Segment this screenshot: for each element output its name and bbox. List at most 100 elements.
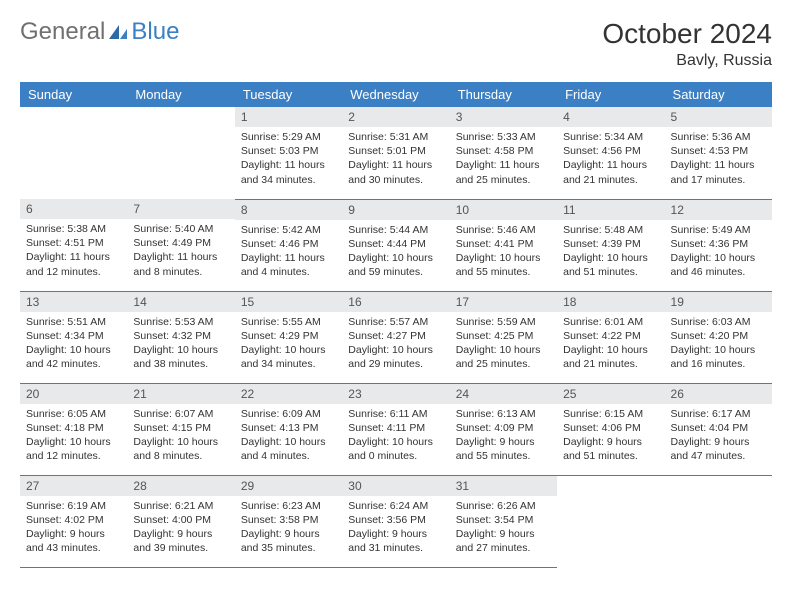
calendar-cell: 11Sunrise: 5:48 AMSunset: 4:39 PMDayligh… [557, 199, 664, 291]
calendar-cell: 20Sunrise: 6:05 AMSunset: 4:18 PMDayligh… [20, 383, 127, 475]
day-body: Sunrise: 6:15 AMSunset: 4:06 PMDaylight:… [557, 404, 664, 468]
sunrise-line: Sunrise: 6:07 AM [133, 407, 228, 421]
calendar-cell: 30 Sunrise: 6:24 AMSunset: 3:56 PMDayligh… [342, 475, 449, 567]
calendar-cell [127, 107, 234, 199]
day-body: Sunrise: 5:59 AMSunset: 4:25 PMDaylight:… [450, 312, 557, 376]
calendar-cell: 31Sunrise: 6:26 AMSunset: 3:54 PMDayligh… [450, 475, 557, 567]
calendar-cell: 3Sunrise: 5:33 AMSunset: 4:58 PMDaylight… [450, 107, 557, 199]
sunset-line: Sunset: 4:49 PM [133, 236, 228, 250]
sunrise-line: Sunrise: 5:59 AM [456, 315, 551, 329]
day-number: 24 [450, 384, 557, 404]
day-number: 18 [557, 292, 664, 312]
day-body: Sunrise: 5:33 AMSunset: 4:58 PMDaylight:… [450, 127, 557, 191]
calendar-cell: 21Sunrise: 6:07 AMSunset: 4:15 PMDayligh… [127, 383, 234, 475]
calendar-cell: 13Sunrise: 5:51 AMSunset: 4:34 PMDayligh… [20, 291, 127, 383]
sunrise-line: Sunrise: 5:55 AM [241, 315, 336, 329]
calendar-cell: 4Sunrise: 5:34 AMSunset: 4:56 PMDaylight… [557, 107, 664, 199]
day-body: Sunrise: 6:05 AMSunset: 4:18 PMDaylight:… [20, 404, 127, 468]
day-body: Sunrise: 6:21 AMSunset: 4:00 PMDaylight:… [127, 496, 234, 560]
daylight-line: Daylight: 10 hours and 4 minutes. [241, 435, 336, 463]
daylight-line: Daylight: 11 hours and 12 minutes. [26, 250, 121, 278]
sunrise-line: Sunrise: 6:11 AM [348, 407, 443, 421]
day-number: 25 [557, 384, 664, 404]
day-body: Sunrise: 6:26 AMSunset: 3:54 PMDaylight:… [450, 496, 557, 560]
sunset-line: Sunset: 5:01 PM [348, 144, 443, 158]
day-body: Sunrise: 5:42 AMSunset: 4:46 PMDaylight:… [235, 220, 342, 284]
sunset-line: Sunset: 4:06 PM [563, 421, 658, 435]
day-number: 2 [342, 107, 449, 127]
sunset-line: Sunset: 4:29 PM [241, 329, 336, 343]
daylight-line: Daylight: 11 hours and 30 minutes. [348, 158, 443, 186]
daylight-line: Daylight: 10 hours and 21 minutes. [563, 343, 658, 371]
daylight-line: Daylight: 9 hours and 55 minutes. [456, 435, 551, 463]
calendar-week-row: 1Sunrise: 5:29 AMSunset: 5:03 PMDaylight… [20, 107, 772, 199]
calendar-cell: 2 Sunrise: 5:31 AMSunset: 5:01 PMDaylight… [342, 107, 449, 199]
sunset-line: Sunset: 4:34 PM [26, 329, 121, 343]
sunrise-line: Sunrise: 6:19 AM [26, 499, 121, 513]
sunrise-line: Sunrise: 5:36 AM [671, 130, 766, 144]
day-number: 27 [20, 476, 127, 496]
sunrise-line: Sunrise: 5:31 AM [348, 130, 443, 144]
daylight-line: Daylight: 10 hours and 34 minutes. [241, 343, 336, 371]
day-body: Sunrise: 6:23 AMSunset: 3:58 PMDaylight:… [235, 496, 342, 560]
calendar-cell: 16Sunrise: 5:57 AMSunset: 4:27 PMDayligh… [342, 291, 449, 383]
day-number: 17 [450, 292, 557, 312]
day-number: 12 [665, 200, 772, 220]
sunrise-line: Sunrise: 6:26 AM [456, 499, 551, 513]
day-body: Sunrise: 6:17 AMSunset: 4:04 PMDaylight:… [665, 404, 772, 468]
day-header: Sunday [20, 82, 127, 107]
daylight-line: Daylight: 10 hours and 42 minutes. [26, 343, 121, 371]
sunrise-line: Sunrise: 6:17 AM [671, 407, 766, 421]
day-number: 13 [20, 292, 127, 312]
day-number: 5 [665, 107, 772, 127]
daylight-line: Daylight: 11 hours and 17 minutes. [671, 158, 766, 186]
calendar-cell: 27Sunrise: 6:19 AMSunset: 4:02 PMDayligh… [20, 475, 127, 567]
calendar-cell: 24Sunrise: 6:13 AMSunset: 4:09 PMDayligh… [450, 383, 557, 475]
calendar-cell [665, 475, 772, 567]
calendar-cell: 5Sunrise: 5:36 AMSunset: 4:53 PMDaylight… [665, 107, 772, 199]
day-number: 30 [342, 476, 449, 496]
calendar-table: SundayMondayTuesdayWednesdayThursdayFrid… [20, 82, 772, 568]
page-title: October 2024 [602, 18, 772, 50]
day-body: Sunrise: 5:44 AMSunset: 4:44 PMDaylight:… [342, 220, 449, 284]
daylight-line: Daylight: 9 hours and 43 minutes. [26, 527, 121, 555]
daylight-line: Daylight: 9 hours and 39 minutes. [133, 527, 228, 555]
sunset-line: Sunset: 4:32 PM [133, 329, 228, 343]
calendar-cell: 6Sunrise: 5:38 AMSunset: 4:51 PMDaylight… [20, 199, 127, 291]
sunset-line: Sunset: 4:20 PM [671, 329, 766, 343]
sunrise-line: Sunrise: 6:01 AM [563, 315, 658, 329]
day-number: 16 [342, 292, 449, 312]
daylight-line: Daylight: 10 hours and 59 minutes. [348, 251, 443, 279]
daylight-line: Daylight: 9 hours and 35 minutes. [241, 527, 336, 555]
logo-word2: Blue [131, 18, 179, 46]
calendar-cell: 26Sunrise: 6:17 AMSunset: 4:04 PMDayligh… [665, 383, 772, 475]
sunset-line: Sunset: 4:51 PM [26, 236, 121, 250]
sunset-line: Sunset: 4:18 PM [26, 421, 121, 435]
sunrise-line: Sunrise: 6:23 AM [241, 499, 336, 513]
day-number: 8 [235, 200, 342, 220]
day-number: 9 [342, 200, 449, 220]
sunrise-line: Sunrise: 5:33 AM [456, 130, 551, 144]
sunrise-line: Sunrise: 6:24 AM [348, 499, 443, 513]
daylight-line: Daylight: 9 hours and 31 minutes. [348, 527, 443, 555]
sunrise-line: Sunrise: 5:38 AM [26, 222, 121, 236]
logo-word1: General [20, 18, 105, 46]
daylight-line: Daylight: 11 hours and 25 minutes. [456, 158, 551, 186]
sunset-line: Sunset: 4:56 PM [563, 144, 658, 158]
sunrise-line: Sunrise: 5:53 AM [133, 315, 228, 329]
day-header: Friday [557, 82, 664, 107]
day-body: Sunrise: 5:57 AMSunset: 4:27 PMDaylight:… [342, 312, 449, 376]
sunset-line: Sunset: 3:56 PM [348, 513, 443, 527]
day-number: 21 [127, 384, 234, 404]
sunrise-line: Sunrise: 6:15 AM [563, 407, 658, 421]
day-number: 29 [235, 476, 342, 496]
sunrise-line: Sunrise: 5:44 AM [348, 223, 443, 237]
day-body: Sunrise: 6:07 AMSunset: 4:15 PMDaylight:… [127, 404, 234, 468]
day-number: 3 [450, 107, 557, 127]
calendar-cell: 18Sunrise: 6:01 AMSunset: 4:22 PMDayligh… [557, 291, 664, 383]
calendar-cell: 22Sunrise: 6:09 AMSunset: 4:13 PMDayligh… [235, 383, 342, 475]
daylight-line: Daylight: 9 hours and 27 minutes. [456, 527, 551, 555]
sail-icon [107, 23, 129, 41]
calendar-week-row: 13Sunrise: 5:51 AMSunset: 4:34 PMDayligh… [20, 291, 772, 383]
day-body: Sunrise: 5:38 AMSunset: 4:51 PMDaylight:… [20, 219, 127, 283]
